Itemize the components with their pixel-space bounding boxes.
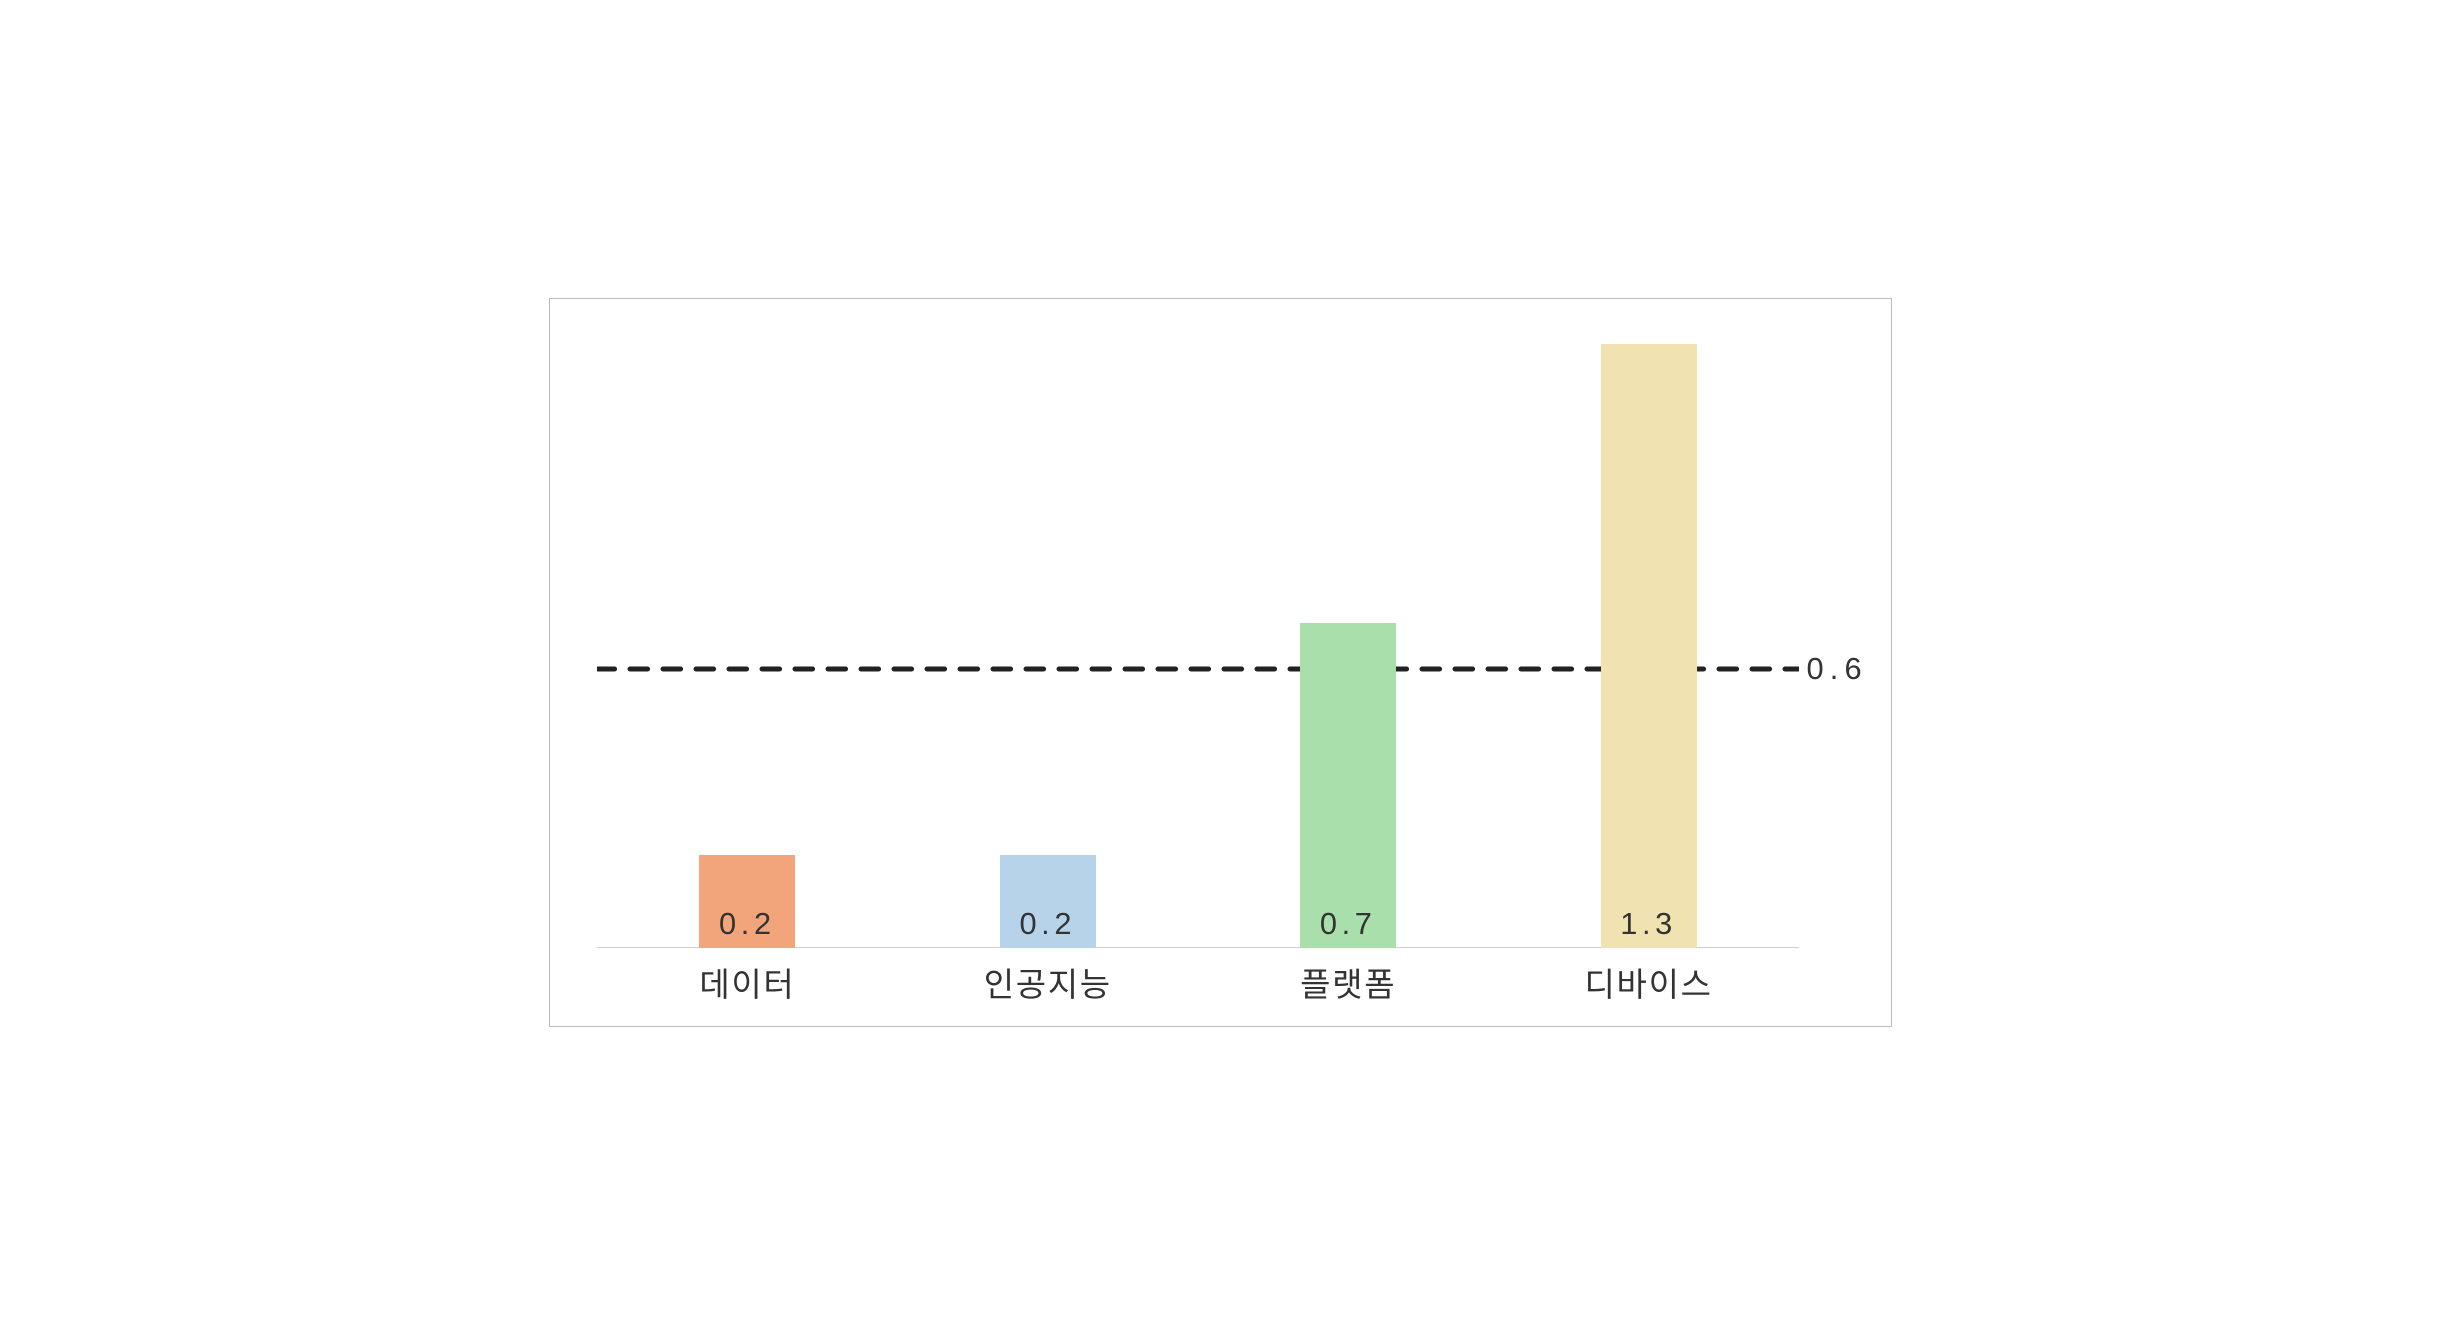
- reference-line-label: 0.6: [1806, 651, 1867, 687]
- bar-value-label-0: 0.2: [647, 906, 847, 942]
- x-axis-label-3: 디바이스: [1449, 958, 1849, 1006]
- bar-value-label-1: 0.2: [948, 906, 1148, 942]
- bar-value-label-2: 0.7: [1248, 906, 1448, 942]
- plot-area: 0.6 0.20.20.71.3: [597, 321, 1799, 948]
- chart-container: 0.6 0.20.20.71.3 데이터인공지능플랫폼디바이스: [549, 298, 1892, 1027]
- bar-value-label-3: 1.3: [1549, 906, 1749, 942]
- bar-2: [1300, 623, 1396, 948]
- bar-3: [1601, 344, 1697, 948]
